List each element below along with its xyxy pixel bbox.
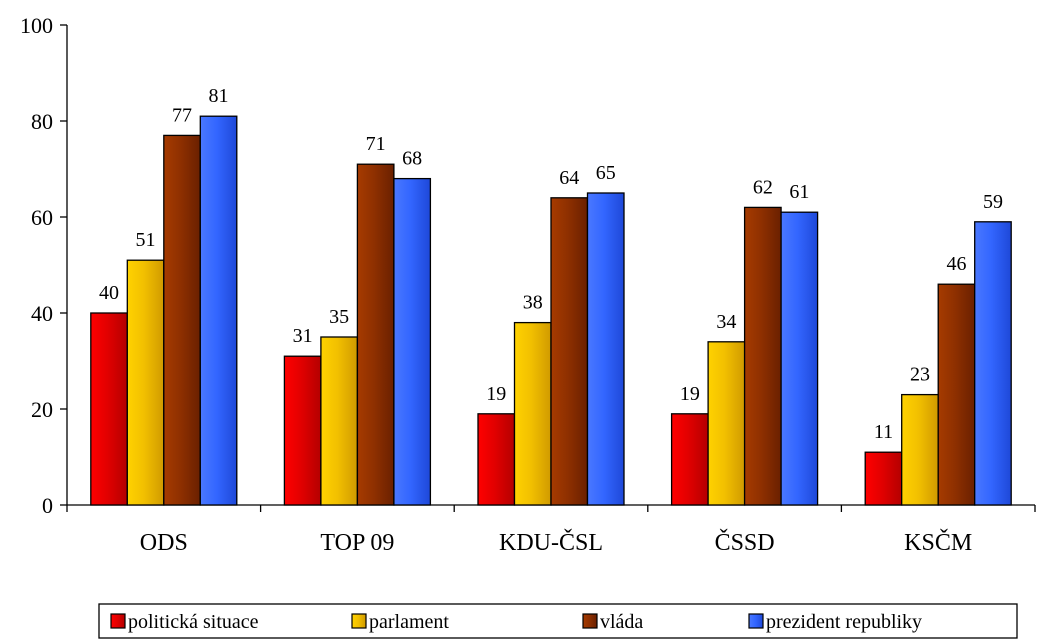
data-label: 77 [172, 104, 192, 126]
bar-parlament-0 [126, 259, 165, 506]
data-label: 65 [596, 162, 616, 184]
bar-politická-situace-0 [90, 312, 128, 506]
data-label: 11 [874, 421, 893, 443]
bar-politická-situace-2 [477, 413, 516, 506]
legend: politická situace parlament vláda prezident… [98, 603, 1018, 639]
bar-parlament-1 [320, 336, 359, 506]
bar-prezident-republiky-4 [974, 221, 1012, 506]
x-tick-label: ODS [140, 530, 188, 556]
data-label: 19 [680, 383, 700, 405]
x-tick-label: KSČM [904, 529, 972, 556]
legend-label: politická situace [128, 611, 259, 633]
bar-parlament-2 [513, 321, 552, 506]
data-label: 19 [486, 383, 506, 405]
data-label: 68 [402, 148, 422, 170]
legend-swatch [748, 613, 764, 629]
legend-label: vláda [600, 611, 643, 633]
legend-label: parlament [369, 611, 449, 633]
bar-prezident-republiky-1 [393, 177, 432, 506]
bar-vláda-2 [550, 197, 589, 506]
bar-prezident-republiky-2 [586, 192, 625, 506]
bar-prezident-republiky-3 [780, 211, 819, 506]
y-tick-label: 60 [31, 205, 53, 230]
y-tick-label: 100 [20, 13, 53, 38]
data-label: 61 [789, 181, 809, 203]
data-label: 81 [209, 85, 229, 107]
bar-politická-situace-4 [864, 451, 903, 506]
y-tick-label: 0 [42, 493, 53, 518]
plot-area: 0 20 40 60 80 100 40 51 77 81 ODS 31 35 71 68 TOP 09 19 3… [20, 13, 1036, 556]
bar-parlament-3 [707, 341, 746, 506]
data-label: 23 [910, 364, 930, 386]
data-label: 64 [559, 167, 579, 189]
data-label: 40 [99, 282, 119, 304]
bar-parlament-4 [901, 393, 939, 506]
x-tick-label: KDU-ČSL [499, 529, 603, 556]
legend-swatch [110, 613, 126, 629]
bar-politická-situace-1 [283, 355, 322, 506]
data-label: 59 [983, 191, 1003, 213]
x-tick-label: ČSSD [715, 529, 775, 556]
bar-vláda-4 [937, 283, 976, 506]
y-tick-label: 40 [31, 301, 53, 326]
data-label: 34 [716, 311, 736, 333]
data-label: 35 [329, 306, 349, 328]
y-tick-label: 20 [31, 397, 53, 422]
bar-vláda-3 [743, 206, 782, 506]
bar-politická-situace-3 [670, 413, 709, 506]
data-label: 62 [753, 176, 773, 198]
legend-swatch [582, 613, 598, 629]
data-label: 38 [523, 292, 543, 314]
legend-box [98, 603, 1018, 639]
data-label: 71 [366, 133, 386, 155]
data-label: 31 [293, 325, 313, 347]
bar-prezident-republiky-0 [199, 115, 238, 506]
bar-vláda-1 [356, 163, 395, 506]
legend-label: prezident republiky [766, 611, 922, 633]
legend-swatch [351, 613, 367, 629]
data-label: 51 [136, 229, 156, 251]
y-tick-label: 80 [31, 109, 53, 134]
x-tick-label: TOP 09 [320, 530, 394, 556]
data-label: 46 [946, 253, 966, 275]
bar-vláda-0 [163, 134, 201, 506]
